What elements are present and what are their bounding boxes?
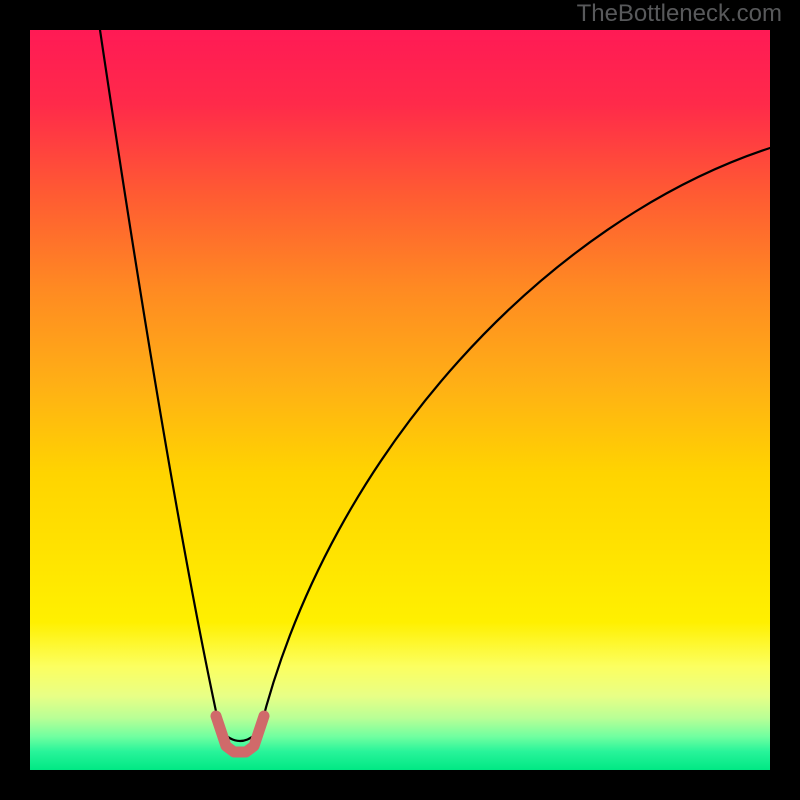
watermark-text: TheBottleneck.com <box>577 0 782 28</box>
dip-highlight <box>216 716 264 752</box>
curve-layer <box>30 30 770 770</box>
plot-area <box>30 30 770 770</box>
bottleneck-curve <box>100 30 770 741</box>
